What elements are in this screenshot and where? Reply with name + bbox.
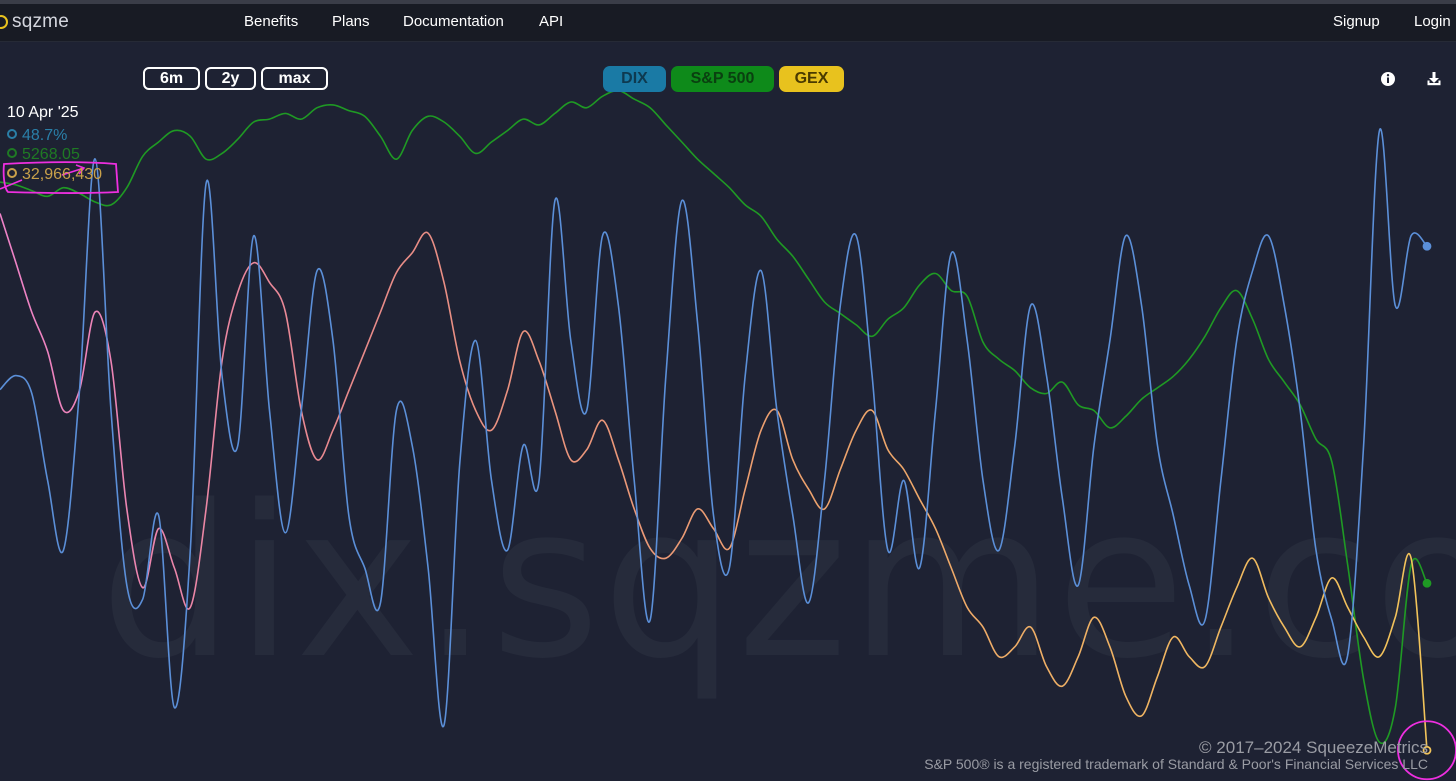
series-layer xyxy=(0,89,1428,751)
nav-plans[interactable]: Plans xyxy=(332,13,370,30)
toggle-dix-label: DIX xyxy=(621,70,648,87)
footer-trademark: S&P 500® is a registered trademark of St… xyxy=(924,756,1428,772)
nav-benefits[interactable]: Benefits xyxy=(244,13,299,30)
nav-api[interactable]: API xyxy=(539,13,564,30)
range-6m-label: 6m xyxy=(159,69,184,87)
spx-series-line xyxy=(0,89,1428,745)
dix-dot-icon xyxy=(7,129,17,139)
download-icon[interactable] xyxy=(1426,70,1442,88)
annotation-circle xyxy=(1397,720,1456,781)
footer-copyright: © 2017–2024 SqueezeMetrics xyxy=(1199,738,1428,757)
logo-mark-icon xyxy=(0,15,8,29)
readout-dix: 48.7% xyxy=(7,127,67,145)
range-2y-label: 2y xyxy=(221,69,240,87)
toggle-gex-button[interactable]: GEX xyxy=(779,66,844,92)
readout-gex: 32,966,430 xyxy=(7,166,102,184)
top-border xyxy=(0,0,1456,4)
toggle-spx-button[interactable]: S&P 500 xyxy=(671,66,774,92)
toggle-dix-button[interactable]: DIX xyxy=(603,66,666,92)
range-max-button[interactable]: max xyxy=(261,67,328,90)
annotation-arrow-icon xyxy=(61,164,86,176)
readout-spx-value: 5268.05 xyxy=(22,146,80,163)
dix-series-line xyxy=(0,128,1428,728)
range-max-label: max xyxy=(278,69,311,87)
annotation-stroke xyxy=(0,179,23,190)
logo-text: sqzme xyxy=(12,11,69,32)
info-icon[interactable] xyxy=(1380,70,1396,88)
readout-spx: 5268.05 xyxy=(7,146,80,164)
annotation-layer xyxy=(0,161,1456,781)
navbar: sqzme Benefits Plans Documentation API S… xyxy=(0,4,1456,42)
range-6m-button[interactable]: 6m xyxy=(143,67,200,90)
annotation-box xyxy=(2,161,119,195)
readout-gex-value: 32,966,430 xyxy=(22,166,103,183)
nav-documentation[interactable]: Documentation xyxy=(403,13,504,30)
gex-endpoint-marker xyxy=(1422,745,1432,755)
toggle-spx-label: S&P 500 xyxy=(690,70,755,87)
readout-dix-value: 48.7% xyxy=(22,127,68,144)
nav-signup[interactable]: Signup xyxy=(1333,13,1380,30)
readout-date: 10 Apr '25 xyxy=(7,104,79,121)
gex-series-line xyxy=(0,213,1428,751)
watermark: dix.sqzme.co xyxy=(100,460,1456,705)
dix-endpoint-marker xyxy=(1422,241,1432,251)
endpoint-layer xyxy=(1422,241,1432,755)
spx-endpoint-marker xyxy=(1422,578,1432,588)
gex-dot-icon xyxy=(7,168,17,178)
toggle-gex-label: GEX xyxy=(794,70,829,87)
nav-login[interactable]: Login xyxy=(1414,13,1451,30)
logo[interactable]: sqzme xyxy=(0,10,69,34)
range-2y-button[interactable]: 2y xyxy=(205,67,256,90)
spx-dot-icon xyxy=(7,148,17,158)
